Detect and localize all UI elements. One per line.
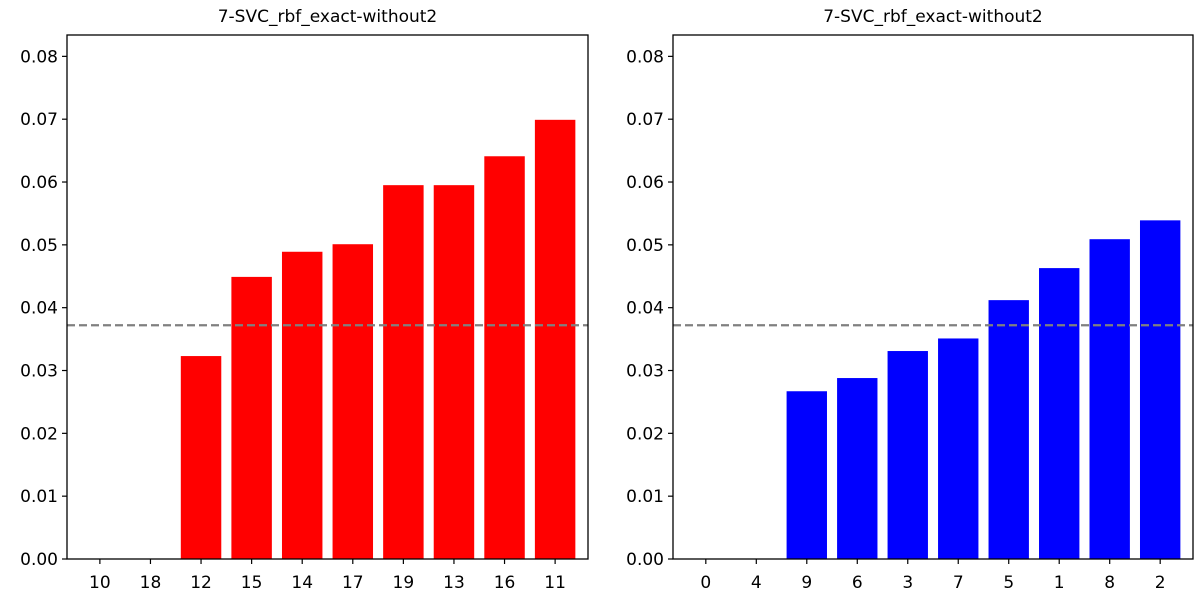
y-tick-label: 0.05 (626, 236, 664, 256)
axes-frame (66, 34, 589, 560)
y-tick-label: 0.01 (20, 487, 58, 507)
bar-9 (786, 391, 827, 559)
bar-13 (433, 185, 475, 559)
bar-17 (332, 244, 374, 559)
bar-2 (1139, 220, 1181, 559)
y-tick-label: 0.05 (20, 236, 58, 256)
y-tick-label: 0.03 (626, 362, 664, 382)
bar-1 (1039, 268, 1080, 559)
y-tick-label: 0.08 (626, 47, 664, 67)
y-tick-label: 0.06 (626, 173, 664, 193)
x-tick-label: 12 (190, 573, 212, 593)
x-tick-label: 10 (89, 573, 111, 593)
bar-5 (988, 300, 1029, 559)
x-tick-label: 9 (801, 573, 812, 593)
chart-title: 7-SVC_rbf_exact-without2 (823, 7, 1043, 27)
bar-19 (383, 185, 424, 559)
bar-16 (484, 156, 525, 559)
x-tick-label: 13 (443, 573, 465, 593)
x-tick-label: 18 (140, 573, 162, 593)
y-tick-label: 0.00 (20, 550, 58, 570)
y-tick-label: 0.02 (20, 424, 58, 444)
x-tick-label: 5 (1003, 573, 1014, 593)
x-tick-label: 7 (953, 573, 964, 593)
y-tick-label: 0.01 (626, 487, 664, 507)
x-tick-label: 2 (1155, 573, 1166, 593)
x-tick-label: 19 (393, 573, 415, 593)
x-tick-label: 15 (241, 573, 263, 593)
y-tick-label: 0.07 (20, 110, 58, 130)
bar-11 (534, 119, 576, 560)
y-tick-label: 0.07 (626, 110, 664, 130)
x-tick-label: 1 (1054, 573, 1065, 593)
bar-8 (1089, 239, 1130, 559)
bar-6 (837, 378, 878, 559)
y-tick-label: 0.04 (20, 299, 58, 319)
x-tick-label: 11 (544, 573, 566, 593)
x-tick-label: 6 (852, 573, 863, 593)
x-tick-label: 0 (700, 573, 711, 593)
right-chart-panel: 7-SVC_rbf_exact-without2 0.00 0.01 0.02 0.03… (626, 7, 1194, 593)
y-tick-label: 0.04 (626, 299, 664, 319)
bar-3 (887, 351, 928, 559)
bar-12 (180, 356, 222, 559)
axes-frame (672, 34, 1194, 560)
x-tick-label: 4 (751, 573, 762, 593)
y-tick-label: 0.06 (20, 173, 58, 193)
x-tick-label: 8 (1104, 573, 1115, 593)
x-tick-label: 16 (494, 573, 516, 593)
x-tick-label: 3 (902, 573, 913, 593)
bar-7 (938, 338, 979, 559)
left-chart-panel: 7-SVC_rbf_exact-without2 0.00 0.01 0.02 0.03… (20, 7, 589, 593)
x-tick-label: 14 (291, 573, 313, 593)
y-tick-label: 0.00 (626, 550, 664, 570)
bar-14 (281, 251, 323, 560)
y-tick-label: 0.02 (626, 424, 664, 444)
bar-15 (231, 276, 272, 559)
y-tick-label: 0.08 (20, 47, 58, 67)
x-tick-label: 17 (342, 573, 364, 593)
y-tick-label: 0.03 (20, 362, 58, 382)
chart-title: 7-SVC_rbf_exact-without2 (218, 7, 438, 27)
